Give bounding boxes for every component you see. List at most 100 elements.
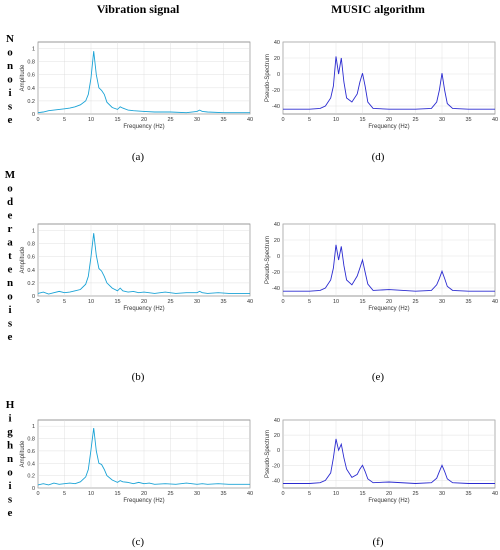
column-title-vibration: Vibration signal [97,2,180,16]
y-tick-label: 0 [32,294,35,300]
x-tick-label: 30 [439,299,445,305]
y-tick-label: 1 [32,229,35,235]
y-tick-label: 0.6 [27,73,35,79]
y-tick-label: 0.6 [27,449,35,455]
series-line [37,427,250,486]
series-line [283,244,495,292]
x-tick-label: 25 [412,117,418,123]
x-tick-label: 15 [114,117,120,123]
y-axis-label: Pseudo-Spectrum [265,430,271,478]
chart-panel-a: 0 5 10 15 20 25 30 35 40 0 0.2 0.4 0.6 0.8 1 Frequency … [20,41,253,163]
x-tick-label: 10 [88,117,94,123]
x-tick-label: 25 [167,299,173,305]
x-tick-label: 40 [247,491,253,497]
y-tick-label: 0.4 [27,268,35,274]
x-tick-label: 30 [439,117,445,123]
series-line [37,233,250,295]
x-tick-label: 35 [465,491,471,497]
x-tick-label: 10 [88,299,94,305]
y-tick-label: 0.8 [27,60,35,66]
x-tick-label: 30 [194,491,200,497]
x-tick-label: 0 [281,491,284,497]
x-tick-label: 25 [412,299,418,305]
x-tick-label: 20 [386,491,392,497]
x-tick-label: 0 [36,299,39,305]
y-tick-label: 0.8 [27,242,35,248]
x-axis-label: Frequency (Hz) [368,124,409,130]
y-tick-label: 20 [274,56,280,62]
chart-panel-d: 0 5 10 15 20 25 30 35 40 -40 -20 0 20 40 Frequency (Hz… [265,40,498,163]
y-tick-label: -40 [272,286,280,292]
y-tick-label: 20 [274,433,280,439]
y-axis-label: Pseudo-Spectrum [265,54,271,102]
y-tick-label: 0.2 [27,99,35,105]
column-title-music: MUSIC algorithm [331,2,425,16]
x-tick-label: 15 [359,299,365,305]
x-tick-label: 5 [63,299,66,305]
y-tick-label: -20 [272,270,280,276]
series-line [37,51,250,114]
x-axis-label: Frequency (Hz) [123,306,164,312]
x-tick-label: 10 [333,299,339,305]
x-tick-label: 5 [63,491,66,497]
panel-caption: (c) [132,536,145,548]
y-tick-label: 0 [32,112,35,118]
x-tick-label: 20 [141,491,147,497]
x-tick-label: 40 [247,117,253,123]
x-tick-label: 40 [492,299,498,305]
x-tick-label: 35 [220,117,226,123]
x-axis-label: Frequency (Hz) [123,124,164,130]
chart-panel-f: 0 5 10 15 20 25 30 35 40 -40 -20 0 20 40 Frequency (Hz… [265,418,498,548]
panels: 0 5 10 15 20 25 30 35 4000.20.40.60.81Frequency … [20,40,498,548]
y-axis-label: Pseudo-Spectrum [265,236,271,284]
panel-caption: (f) [373,536,384,548]
y-axis-label: Amplitude [20,64,26,91]
y-tick-label: 0.4 [27,86,35,92]
y-tick-label: -20 [272,88,280,94]
y-tick-label: 0 [277,254,280,260]
x-axis-label: Frequency (Hz) [368,306,409,312]
series-line [283,438,495,484]
y-tick-label: 40 [274,222,280,228]
y-tick-label: -20 [272,463,280,469]
x-tick-label: 40 [492,491,498,497]
y-tick-label: -40 [272,478,280,484]
x-tick-label: 35 [465,117,471,123]
y-tick-label: 1 [32,424,35,430]
y-tick-label: 0 [32,486,35,492]
x-tick-label: 5 [308,117,311,123]
x-tick-label: 0 [36,117,39,123]
panel-caption: (a) [132,151,145,163]
y-tick-label: 20 [274,238,280,244]
chart-panel-b: 0 5 10 15 20 25 30 35 40 0 0.2 0.4 0.6 0.8 1 Frequency … [20,223,253,383]
x-tick-label: 30 [194,299,200,305]
x-tick-label: 30 [439,491,445,497]
x-tick-label: 0 [36,491,39,497]
x-tick-label: 20 [386,299,392,305]
x-tick-label: 25 [167,491,173,497]
chart-panel-c: 0 5 10 15 20 25 30 35 40 0 0.2 0.4 0.6 0.8 1 Frequency … [20,419,253,548]
chart-panel-e: 0 5 10 15 20 25 30 35 40 -40 -20 0 20 40 Frequency (Hz… [265,222,498,383]
x-tick-label: 35 [220,491,226,497]
y-tick-label: 0.2 [27,281,35,287]
panel-caption: (d) [372,151,385,163]
x-tick-label: 30 [194,117,200,123]
x-tick-label: 40 [247,299,253,305]
x-tick-label: 20 [141,299,147,305]
x-tick-label: 0 [281,299,284,305]
x-tick-label: 15 [359,491,365,497]
x-tick-label: 15 [114,299,120,305]
y-tick-label: 0 [277,448,280,454]
x-tick-label: 40 [492,117,498,123]
y-tick-label: 0.4 [27,461,35,467]
x-axis-label: Frequency (Hz) [368,498,409,504]
x-tick-label: 25 [167,117,173,123]
y-tick-label: 40 [274,418,280,424]
x-tick-label: 10 [88,491,94,497]
x-tick-label: 35 [465,299,471,305]
y-tick-label: 0.2 [27,474,35,480]
x-tick-label: 20 [386,117,392,123]
y-axis-label: Amplitude [20,246,26,273]
